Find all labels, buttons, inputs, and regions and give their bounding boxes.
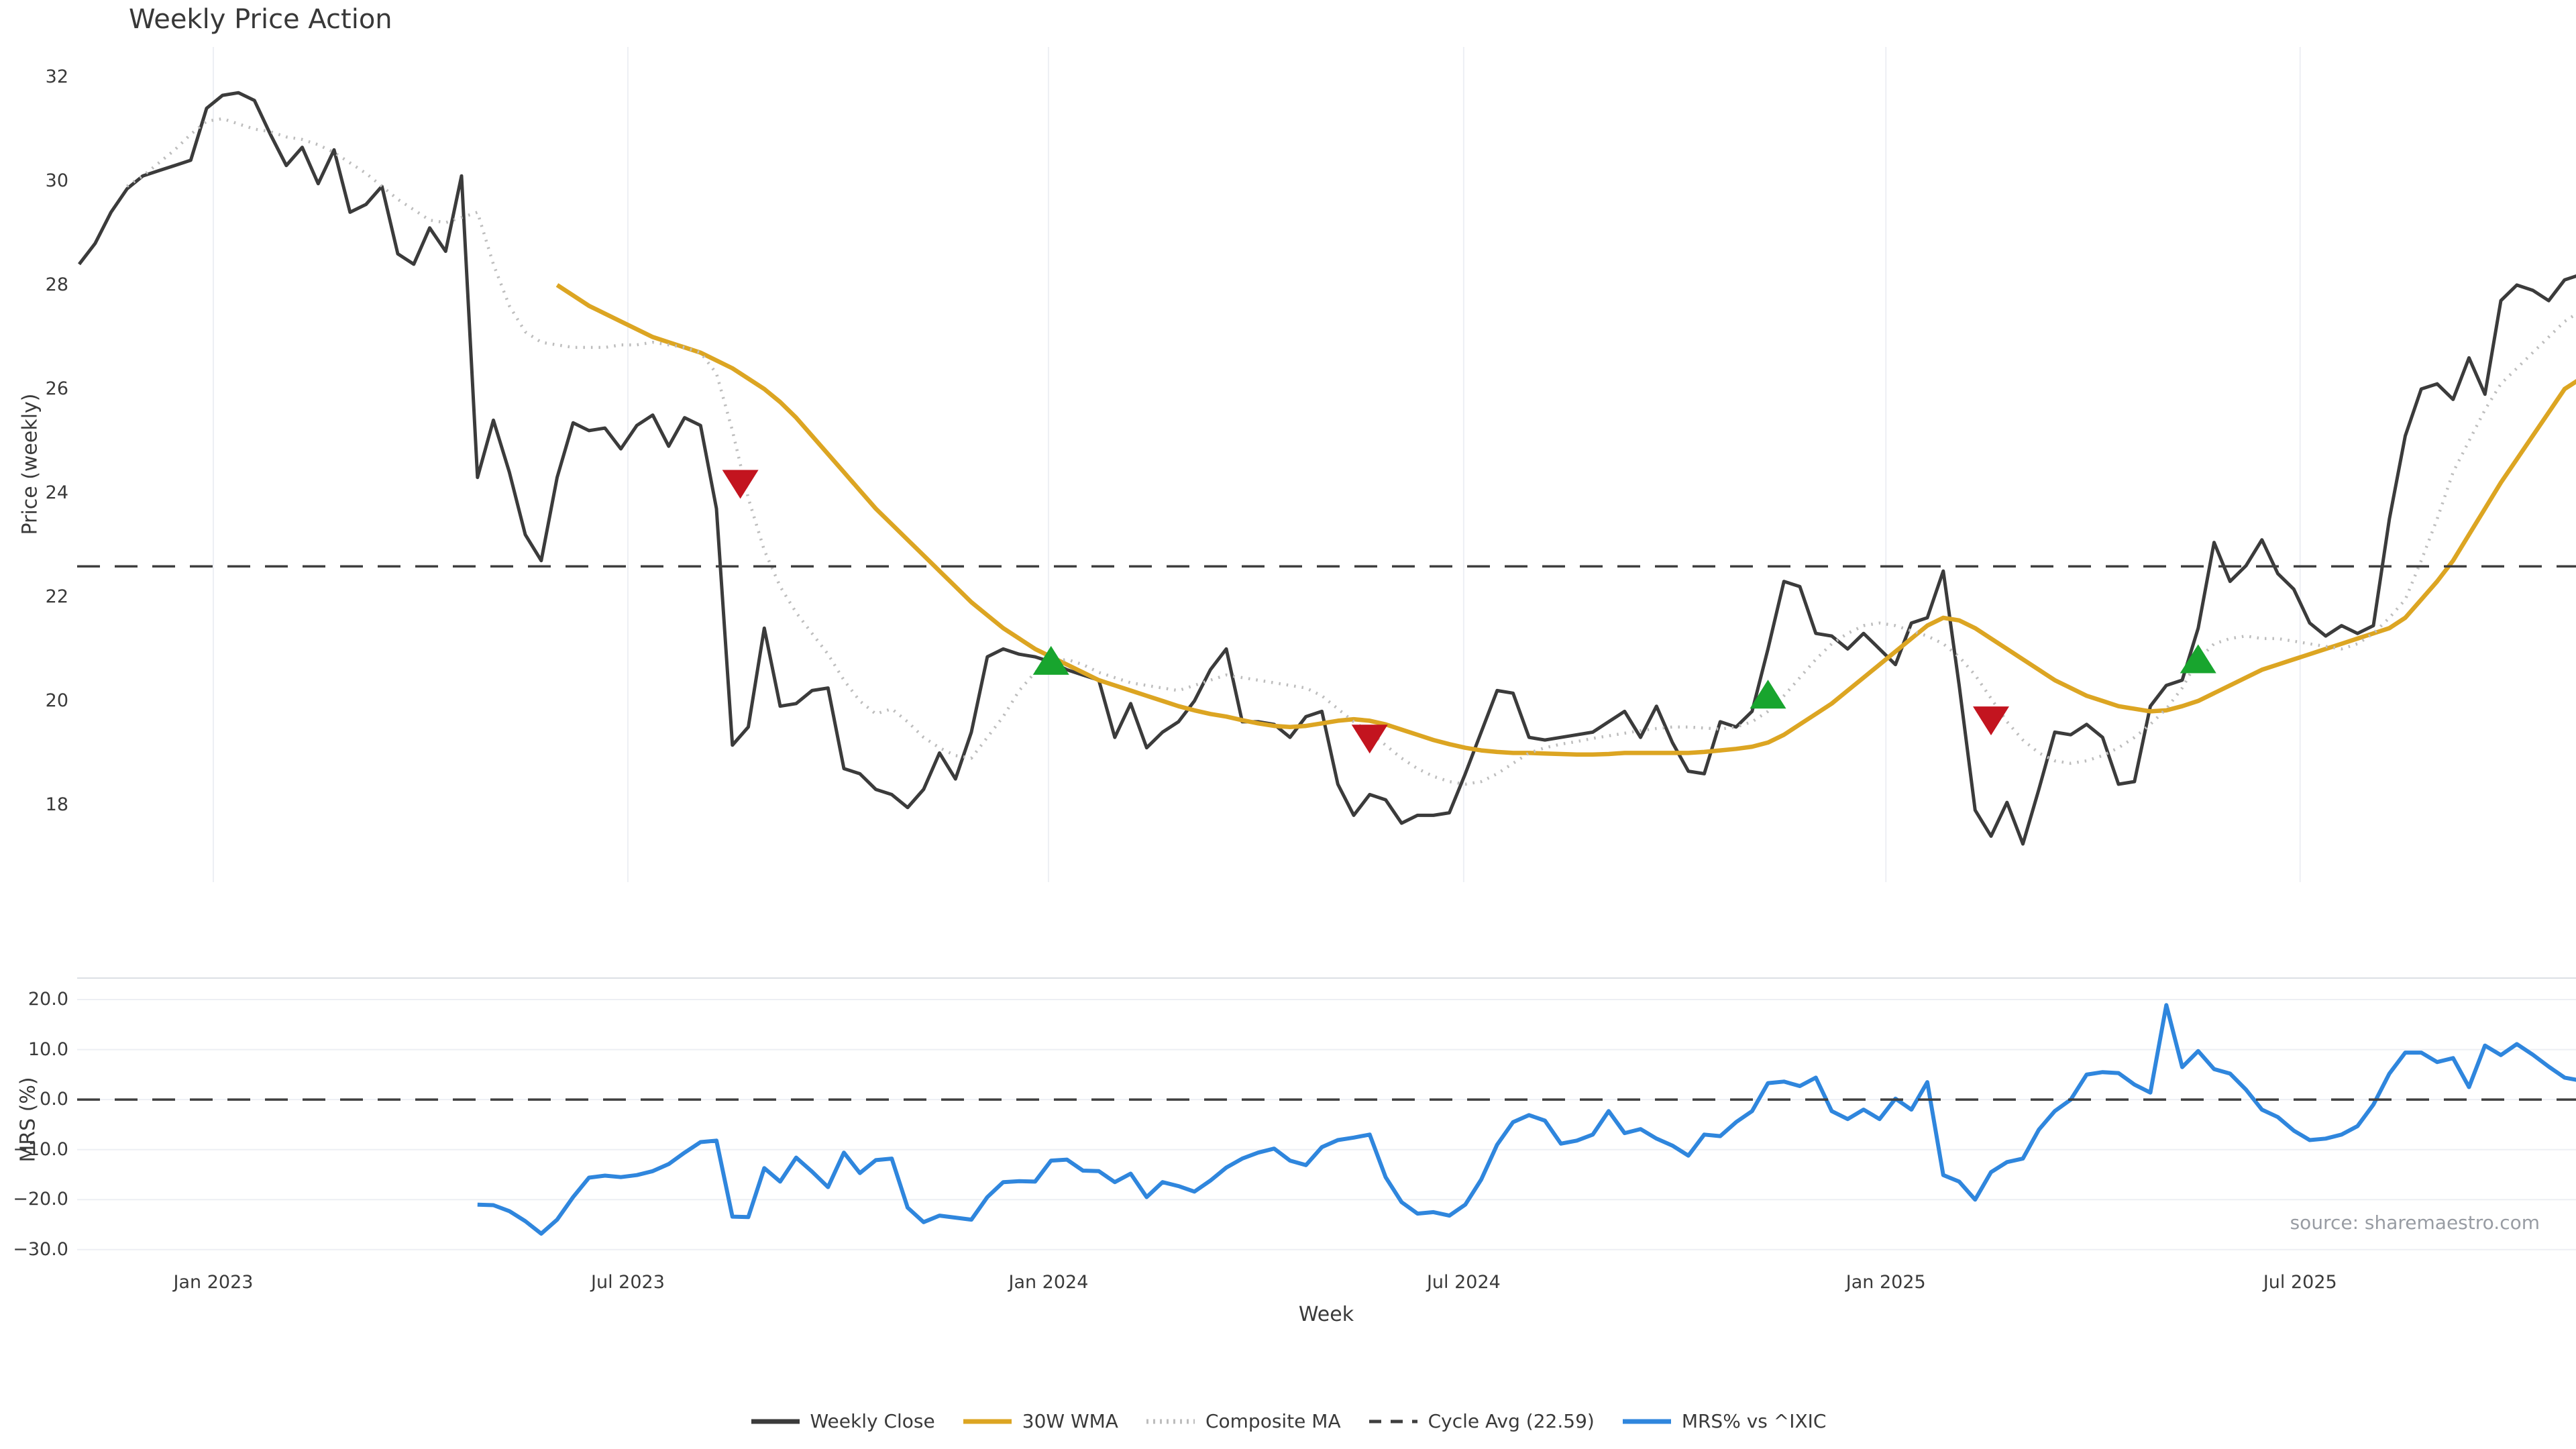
buy-marker-2 bbox=[1750, 680, 1786, 709]
legend-item-composite-ma: Composite MA bbox=[1145, 1410, 1341, 1432]
x-tick-jul-2025: Jul 2025 bbox=[2263, 1272, 2337, 1293]
legend-item-wma-30w: 30W WMA bbox=[962, 1410, 1118, 1432]
series-mrs-vs-ixic bbox=[477, 1003, 2576, 1236]
x-tick-jul-2024: Jul 2024 bbox=[1426, 1272, 1501, 1293]
legend-label-cycle-avg: Cycle Avg (22.59) bbox=[1428, 1410, 1595, 1432]
legend: Weekly Close 30W WMA Composite MA Cycle Avg… bbox=[0, 1410, 2576, 1432]
legend-label-composite-ma: Composite MA bbox=[1205, 1410, 1341, 1432]
x-axis-label: Week bbox=[1298, 1303, 1354, 1326]
price-ytick-24: 24 bbox=[45, 482, 68, 503]
mrs-ytick-20: 20.0 bbox=[28, 989, 68, 1010]
price-ytick-22: 22 bbox=[45, 586, 68, 607]
legend-label-mrs: MRS% vs ^IXIC bbox=[1681, 1410, 1827, 1432]
mrs-ytick-10: 10.0 bbox=[28, 1038, 68, 1060]
legend-sample-weekly-close bbox=[751, 1419, 800, 1424]
legend-sample-composite-ma bbox=[1146, 1419, 1195, 1424]
legend-sample-mrs bbox=[1622, 1419, 1671, 1424]
price-ytick-18: 18 bbox=[45, 794, 68, 815]
price-ytick-28: 28 bbox=[45, 274, 68, 295]
series-30w-wma bbox=[555, 283, 2576, 757]
x-tick-jul-2023: Jul 2023 bbox=[591, 1272, 665, 1293]
legend-item-cycle-avg: Cycle Avg (22.59) bbox=[1368, 1410, 1595, 1432]
mrs-ytick--10: −10.0 bbox=[13, 1138, 68, 1160]
legend-sample-wma-30w bbox=[963, 1419, 1012, 1424]
price-ytick-30: 30 bbox=[45, 170, 68, 191]
price-ytick-20: 20 bbox=[45, 690, 68, 711]
buy-marker-3 bbox=[2180, 644, 2216, 674]
legend-sample-cycle-avg bbox=[1368, 1419, 1417, 1423]
legend-label-weekly-close: Weekly Close bbox=[810, 1410, 935, 1432]
mrs-ytick--30: −30.0 bbox=[13, 1238, 68, 1260]
sell-marker-1 bbox=[722, 470, 759, 499]
legend-label-wma-30w: 30W WMA bbox=[1022, 1410, 1118, 1432]
mrs-ytick--20: −20.0 bbox=[13, 1189, 68, 1210]
x-tick-jan-2023: Jan 2023 bbox=[173, 1272, 254, 1293]
x-tick-jan-2024: Jan 2024 bbox=[1008, 1272, 1089, 1293]
sell-marker-2 bbox=[1351, 724, 1388, 754]
series-weekly-close bbox=[78, 91, 2576, 846]
price-ytick-26: 26 bbox=[45, 378, 68, 399]
chart-title: Weekly Price Action bbox=[129, 4, 392, 35]
source-attribution: source: sharemaestro.com bbox=[2290, 1212, 2540, 1234]
price-y-axis-label: Price (weekly) bbox=[18, 393, 42, 535]
x-tick-jan-2025: Jan 2025 bbox=[1845, 1272, 1926, 1293]
price-ytick-32: 32 bbox=[45, 66, 68, 87]
mrs-ytick-0: 0.0 bbox=[40, 1089, 68, 1110]
series-composite-ma bbox=[126, 117, 2576, 786]
legend-item-mrs: MRS% vs ^IXIC bbox=[1621, 1410, 1827, 1432]
legend-item-weekly-close: Weekly Close bbox=[750, 1410, 935, 1432]
sell-marker-3 bbox=[1973, 706, 2009, 736]
buy-marker-1 bbox=[1032, 645, 1069, 675]
